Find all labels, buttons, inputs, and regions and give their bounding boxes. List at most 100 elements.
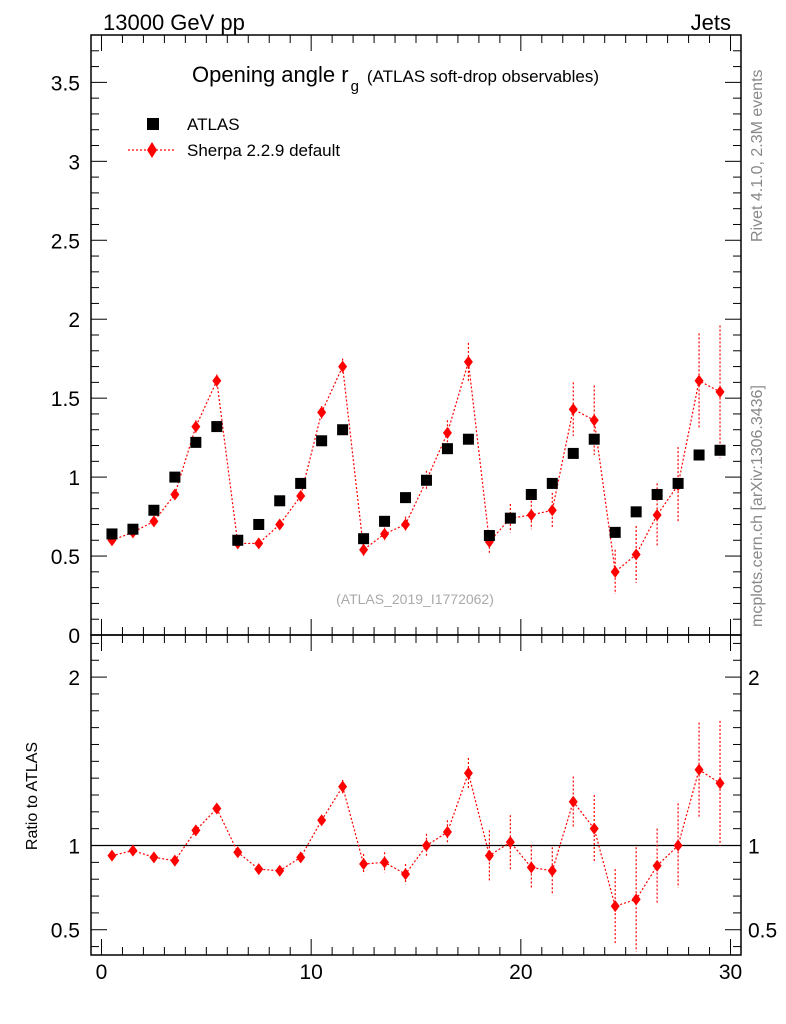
main-axes: 0.5 1 1.5 2 2.5 3 3.5 0 — [51, 34, 741, 648]
sherpa-point — [463, 355, 473, 368]
x-tick-label: 10 — [299, 961, 322, 984]
atlas-point — [337, 424, 349, 436]
ratio-point — [526, 861, 536, 874]
ratio-axes: 0 10 20 30 0.5 0.5 1 1 2 2 — [51, 635, 777, 984]
atlas-point — [441, 443, 453, 455]
ratio-point — [233, 846, 243, 859]
atlas-point — [295, 477, 307, 489]
ratio-y-tick-label: 0.5 — [51, 920, 80, 943]
ratio-point — [463, 767, 473, 780]
ratio-point — [107, 849, 117, 862]
sherpa-point — [191, 420, 201, 433]
atlas-point — [211, 421, 223, 433]
main-y-tick-label: 2.5 — [51, 230, 80, 253]
atlas-point — [148, 504, 160, 516]
sherpa-point — [610, 565, 620, 578]
ratio-point — [338, 780, 348, 793]
atlas-point — [232, 534, 244, 546]
legend-label-atlas: ATLAS — [187, 115, 240, 134]
atlas-point — [190, 436, 202, 448]
category-label: Jets — [691, 10, 731, 35]
sherpa-line — [111, 361, 721, 573]
atlas-point — [567, 447, 579, 459]
legend-marker-sherpa — [147, 142, 157, 158]
atlas-point — [420, 474, 432, 486]
ratio-point — [673, 839, 683, 852]
ratio-y-tick-label-right: 0.5 — [748, 920, 777, 943]
atlas-point — [546, 477, 558, 489]
sherpa-point — [526, 509, 536, 521]
sherpa-point — [547, 504, 557, 517]
sherpa-point — [442, 426, 452, 439]
atlas-point — [462, 433, 474, 445]
atlas-point — [253, 518, 265, 530]
atlas-point — [609, 526, 621, 538]
ratio-point — [128, 844, 138, 857]
atlas-point — [588, 433, 600, 445]
ratio-point — [652, 859, 662, 872]
atlas-point — [693, 449, 705, 461]
sherpa-point — [275, 518, 285, 531]
atlas-point — [358, 533, 370, 545]
ratio-point — [694, 763, 704, 776]
ratio-point — [275, 864, 285, 877]
ratio-point — [401, 868, 411, 881]
x-tick-label: 20 — [509, 961, 532, 984]
rivet-label: Rivet 4.1.0, 2.3M events — [749, 69, 766, 242]
mcplots-label: mcplots.cern.ch [arXiv:1306.3436] — [749, 385, 766, 627]
ratio-point — [505, 836, 515, 849]
atlas-point — [651, 488, 663, 500]
atlas-point — [379, 515, 391, 527]
atlas-point — [127, 523, 139, 535]
ratio-point — [380, 856, 390, 869]
sherpa-point — [568, 403, 578, 416]
ratio-point — [296, 851, 306, 864]
ratio-plot-frame — [90, 634, 742, 956]
ratio-point — [254, 863, 264, 876]
ratio-point — [442, 826, 452, 839]
analysis-watermark: (ATLAS_2019_I1772062) — [336, 591, 494, 607]
atlas-point — [274, 495, 286, 507]
ratio-point — [547, 864, 557, 877]
ratio-point — [484, 849, 494, 862]
ratio-point — [568, 795, 578, 808]
sherpa-point — [149, 515, 159, 528]
atlas-point — [630, 506, 642, 518]
ratio-point — [359, 858, 369, 871]
x-tick-label: 0 — [96, 961, 108, 984]
ratio-line — [111, 768, 721, 907]
sherpa-point — [254, 537, 264, 550]
x-tick-label: 30 — [719, 961, 742, 984]
atlas-point — [504, 512, 516, 524]
sherpa-point — [212, 374, 222, 387]
atlas-point — [106, 528, 118, 540]
main-y-tick-label: 1 — [68, 467, 80, 490]
atlas-point — [714, 444, 726, 456]
sherpa-point — [359, 543, 369, 556]
sherpa-point — [715, 385, 725, 398]
sherpa-point — [338, 360, 348, 373]
sherpa-point — [401, 518, 411, 531]
energy-label: 13000 GeV pp — [103, 10, 245, 35]
main-y-tick-label: 3.5 — [51, 72, 80, 95]
sherpa-point — [170, 488, 180, 501]
ratio-point — [421, 839, 431, 852]
sherpa-point — [652, 509, 662, 521]
atlas-point — [169, 471, 181, 483]
main-marks — [106, 325, 726, 594]
atlas-point — [483, 530, 495, 542]
sherpa-point — [589, 414, 599, 427]
atlas-point — [316, 435, 328, 447]
ratio-point — [610, 900, 620, 913]
atlas-point — [672, 477, 684, 489]
ratio-point — [589, 822, 599, 835]
main-y-tick-label: 3 — [68, 151, 80, 174]
ratio-point — [631, 893, 641, 906]
ratio-point — [317, 814, 327, 827]
main-y-tick-label: 1.5 — [51, 388, 80, 411]
ratio-point — [715, 777, 725, 790]
legend-label-sherpa: Sherpa 2.2.9 default — [187, 141, 340, 160]
plot-title: Opening angle r g(ATLAS soft-drop observa… — [192, 62, 599, 95]
ratio-y-tick-label: 2 — [68, 667, 80, 690]
